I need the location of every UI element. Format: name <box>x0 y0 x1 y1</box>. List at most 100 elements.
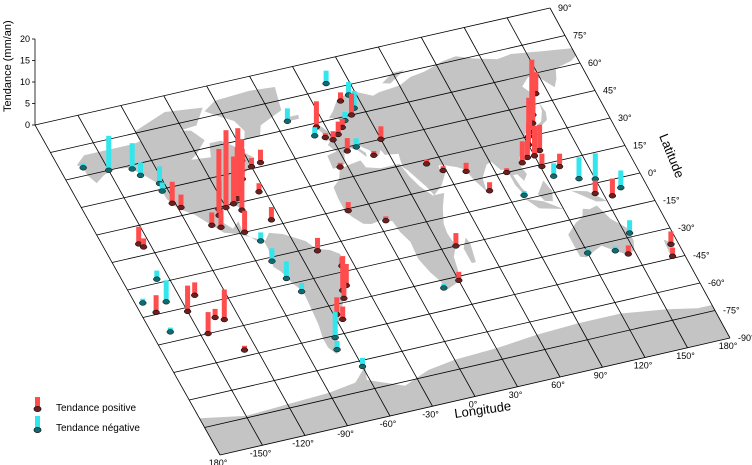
positive-trend-bar <box>267 207 276 223</box>
bar-base <box>217 224 225 230</box>
bar-base <box>334 131 342 138</box>
positive-trend-bar <box>208 212 216 228</box>
negative-trend-bar <box>128 143 136 172</box>
negative-trend-bar <box>625 220 634 236</box>
positive-trend-bar <box>240 210 249 235</box>
bar-base <box>331 334 339 341</box>
positive-trend-bar <box>238 171 246 213</box>
land-svalbard-nz <box>382 70 404 84</box>
bar-base <box>617 185 625 191</box>
bar-base <box>177 204 185 211</box>
positive-trend-bar <box>191 282 199 298</box>
bar-shaft <box>313 101 319 128</box>
bar-shaft <box>138 162 143 176</box>
bar-base <box>382 218 390 224</box>
positive-trend-bar <box>340 272 348 302</box>
bar-shaft <box>557 153 563 167</box>
bar-base <box>297 288 306 295</box>
bar-base <box>256 159 265 166</box>
longitude-ticks: 180° -150° -120° -90° -60° -30° 0° 30° 60° 90° 120… <box>209 341 738 465</box>
station-bars <box>79 59 677 370</box>
bar-base <box>183 308 192 315</box>
positive-trend-bar <box>624 245 632 257</box>
positive-trend-bar <box>152 295 160 316</box>
bar-shaft <box>338 92 343 101</box>
positive-trend-bar <box>439 166 447 174</box>
bar-shaft <box>185 285 191 312</box>
bar-shaft <box>269 248 275 262</box>
bar-shaft <box>625 245 631 254</box>
positive-trend-bar <box>168 181 176 206</box>
bar-shaft <box>533 72 539 94</box>
negative-trend-bar <box>283 108 292 124</box>
bar-base <box>485 188 494 194</box>
bar-base <box>267 217 276 223</box>
latitude-ticks: -90° -75° -60° -45° -30° -15° 0° 15° 30° 45° 60° 75… <box>558 3 752 343</box>
vertical-axis-title: Tendance (mm/an) <box>2 20 14 112</box>
bar-shaft <box>239 171 245 211</box>
bar-shaft <box>212 308 218 318</box>
negative-trend-bar <box>550 163 558 179</box>
bar-base <box>211 314 219 321</box>
bar-shaft <box>360 357 365 367</box>
land-eurasia <box>327 48 576 196</box>
bar-base <box>283 118 292 124</box>
negative-trend-bar <box>352 138 360 150</box>
legend-negative-label: Tendance négative <box>56 423 140 434</box>
bar-shaft <box>159 182 165 192</box>
bar-base <box>313 248 322 254</box>
parallel-line <box>219 337 731 456</box>
positive-trend-bar <box>344 202 352 214</box>
bar-shaft <box>532 125 537 156</box>
bar-base <box>255 189 263 195</box>
bar-base <box>462 168 470 175</box>
legend-negative-symbol <box>33 416 42 433</box>
negative-trend-bar <box>166 327 174 335</box>
bar-shaft <box>576 157 582 179</box>
positive-trend-bar <box>204 312 212 337</box>
bar-base <box>153 276 161 282</box>
bar-shaft <box>344 138 350 151</box>
positive-trend-bar <box>608 178 617 199</box>
negative-trend-bar <box>105 135 113 173</box>
bar-shaft <box>339 118 345 128</box>
bar-shaft <box>463 162 469 172</box>
bar-shaft <box>668 231 674 245</box>
longitude-tick-label: 0° <box>469 400 478 410</box>
bar-shaft <box>323 70 329 84</box>
positive-trend-bar <box>555 153 564 170</box>
bar-base <box>550 173 558 179</box>
positive-trend-bar <box>377 126 385 142</box>
bar-shaft <box>342 112 348 121</box>
bar-shaft <box>330 131 336 140</box>
bar-shaft <box>216 181 222 216</box>
negative-trend-bar <box>79 163 87 171</box>
bar-shaft <box>283 261 289 279</box>
legend-positive-label: Tendance positive <box>56 403 136 414</box>
positive-trend-bar <box>382 216 390 224</box>
bar-base <box>422 161 431 167</box>
latitude-tick-label: 75° <box>573 31 587 41</box>
bar-base <box>152 309 160 316</box>
bar-shaft <box>332 311 338 338</box>
bar-base <box>322 80 330 87</box>
bar-base <box>340 295 348 302</box>
land-arctic-islands <box>135 107 203 143</box>
positive-trend-bar <box>255 183 263 195</box>
positive-trend-bar <box>240 345 249 353</box>
bar-base <box>220 316 228 323</box>
negative-trend-bar <box>268 248 276 264</box>
positive-trend-bar <box>329 131 337 143</box>
negative-trend-bar <box>333 341 341 353</box>
legend-positive-symbol <box>33 397 42 412</box>
positive-trend-bar <box>503 168 511 176</box>
positive-trend-bar <box>321 133 329 141</box>
parallel-line <box>158 227 671 346</box>
positive-trend-bar <box>452 233 460 249</box>
bar-shaft <box>221 289 227 320</box>
bar-base <box>575 176 583 182</box>
bar-base <box>624 251 632 257</box>
bar-shaft <box>530 88 536 124</box>
latitude-tick-label: 60° <box>588 58 602 68</box>
bar-base <box>440 285 448 291</box>
